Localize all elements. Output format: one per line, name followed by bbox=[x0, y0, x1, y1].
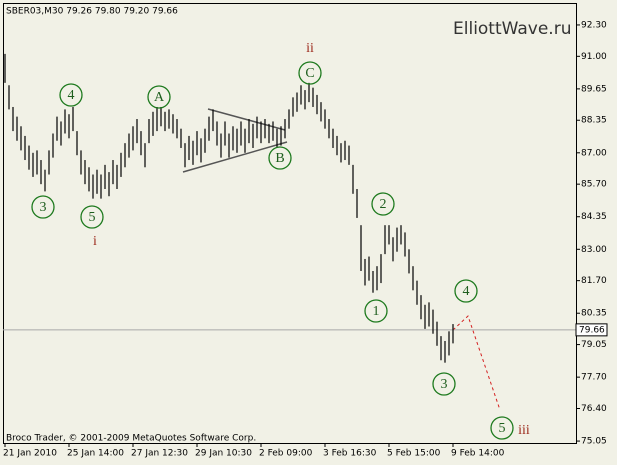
y-tick-label: 75.05 bbox=[581, 437, 607, 447]
wave-label: 2 bbox=[380, 197, 387, 212]
wave-circle bbox=[432, 372, 456, 396]
wave-label: 4 bbox=[463, 284, 470, 299]
wave-label: 4 bbox=[68, 88, 75, 103]
wave-circle bbox=[490, 416, 514, 440]
wave-label: ii bbox=[306, 41, 314, 56]
wave-label: B bbox=[275, 151, 284, 166]
wave-label: 5 bbox=[499, 421, 506, 436]
wave-circle bbox=[298, 61, 322, 85]
x-tick-label: 29 Jan 10:30 bbox=[195, 449, 252, 459]
current-price-box bbox=[575, 323, 608, 337]
y-tick-label: 77.70 bbox=[581, 373, 607, 383]
wave-circle bbox=[364, 299, 388, 323]
y-tick-label: 81.70 bbox=[581, 276, 607, 286]
watermark: ElliottWave.ru bbox=[453, 19, 571, 39]
y-tick-label: 76.40 bbox=[581, 404, 607, 414]
current-price-label: 79.66 bbox=[579, 325, 605, 335]
wave-circle bbox=[147, 85, 171, 109]
x-tick-label: 9 Feb 14:00 bbox=[451, 449, 505, 459]
triangle-line bbox=[182, 141, 288, 173]
wave-circle bbox=[268, 146, 292, 170]
wave-label: 1 bbox=[373, 304, 380, 319]
y-tick-label: 84.35 bbox=[581, 212, 607, 222]
wave-label: iii bbox=[518, 423, 530, 438]
wave-label: A bbox=[154, 90, 165, 105]
x-tick-label: 2 Feb 09:00 bbox=[259, 449, 313, 459]
triangle-line bbox=[207, 108, 286, 131]
y-tick-label: 83.00 bbox=[581, 245, 607, 255]
y-tick-label: 91.00 bbox=[581, 52, 607, 62]
wave-circle bbox=[59, 83, 83, 107]
wave-circle bbox=[80, 205, 104, 229]
x-tick-label: 27 Jan 12:30 bbox=[131, 449, 188, 459]
wave-label: i bbox=[93, 234, 97, 249]
wave-label: C bbox=[305, 66, 314, 81]
wave-circle bbox=[371, 192, 395, 216]
x-tick-label: 25 Jan 14:00 bbox=[67, 449, 124, 459]
x-tick-label: 5 Feb 15:00 bbox=[387, 449, 441, 459]
footer: Broco Trader, © 2001-2009 MetaQuotes Sof… bbox=[6, 434, 256, 444]
wave-circle bbox=[454, 279, 478, 303]
y-tick-label: 85.70 bbox=[581, 180, 607, 190]
wave-label: 5 bbox=[89, 210, 96, 225]
y-tick-label: 80.35 bbox=[581, 309, 607, 319]
plot-frame bbox=[3, 3, 577, 444]
wave-label: 3 bbox=[441, 377, 448, 392]
chart-header: SBER03,M30 79.26 79.80 79.20 79.66 bbox=[6, 7, 178, 17]
y-tick-label: 88.35 bbox=[581, 116, 607, 126]
x-tick-label: 21 Jan 2010 bbox=[3, 449, 57, 459]
y-tick-label: 89.65 bbox=[581, 84, 607, 94]
y-tick-label: 87.00 bbox=[581, 148, 607, 158]
y-tick-label: 79.05 bbox=[581, 340, 607, 350]
wave-circle bbox=[31, 195, 55, 219]
projection-line bbox=[452, 315, 501, 411]
x-tick-label: 3 Feb 16:30 bbox=[323, 449, 377, 459]
wave-label: 3 bbox=[40, 200, 47, 215]
y-tick-label: 92.30 bbox=[581, 20, 607, 30]
